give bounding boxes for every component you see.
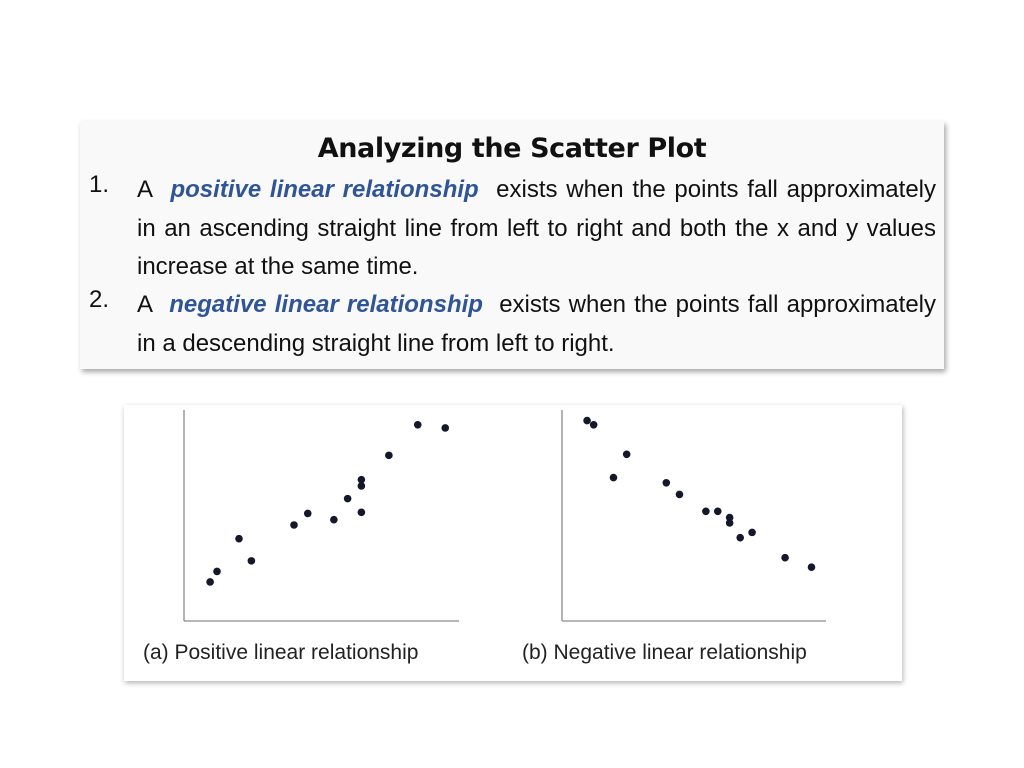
data-point [213, 567, 221, 576]
data-point [583, 416, 591, 425]
data-point [807, 563, 816, 571]
data-points [583, 416, 816, 571]
data-point [589, 420, 598, 429]
figure-panel: (a) Positive linear relationship (b) Neg… [124, 405, 902, 681]
data-point [725, 513, 734, 522]
data-points [206, 420, 450, 586]
data-point [725, 519, 734, 527]
data-point [330, 515, 338, 524]
data-point [675, 490, 684, 499]
data-point [413, 420, 422, 429]
data-point [343, 494, 352, 503]
data-point [235, 534, 243, 543]
item-body: exists when the points fall approximatel… [137, 291, 936, 357]
data-point [357, 482, 366, 490]
data-point [781, 553, 789, 562]
page-title: Analyzing the Scatter Plot [317, 133, 707, 164]
data-point [303, 509, 312, 518]
chart-caption-b: (b) Negative linear relationship [522, 641, 807, 664]
highlight-term: negative linear relationship [169, 291, 483, 318]
scatter-plots [183, 410, 826, 622]
data-point [736, 533, 744, 542]
data-point [441, 424, 450, 432]
item-number: 1. [89, 171, 110, 198]
data-point [748, 528, 756, 537]
chart-caption-a: (a) Positive linear relationship [143, 641, 419, 664]
data-point [290, 521, 298, 529]
scatter-plot-positive [183, 410, 459, 622]
data-point [662, 478, 671, 487]
text-panel: Analyzing the Scatter Plot 1. A positive… [80, 121, 944, 369]
data-point [609, 473, 618, 482]
item-prefix: A [137, 291, 154, 318]
data-point [357, 475, 366, 484]
item-body: exists when the points fall approximatel… [137, 176, 937, 280]
highlight-term: positive linear relationship [170, 176, 479, 203]
data-point [702, 507, 710, 516]
data-point [247, 557, 256, 565]
data-point [713, 507, 722, 516]
data-point [385, 451, 393, 460]
item-text: A negative linear relationship exists wh… [137, 286, 936, 363]
data-point [206, 578, 214, 586]
scatter-plot-negative [561, 410, 826, 622]
item-prefix: A [137, 176, 154, 203]
item-text: A positive linear relationship exists wh… [137, 171, 936, 287]
item-number: 2. [89, 286, 110, 313]
data-point [622, 450, 631, 459]
data-point [357, 508, 366, 517]
